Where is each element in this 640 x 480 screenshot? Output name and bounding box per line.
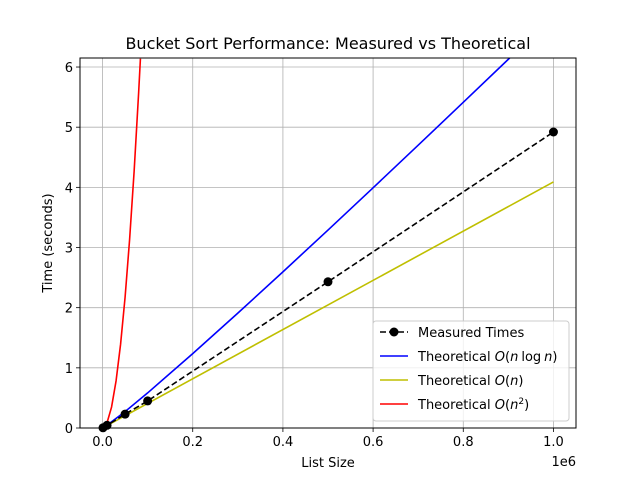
legend-text-part: Theoretical: [417, 350, 495, 365]
legend-text-part: ): [552, 350, 557, 365]
legend-text-part: n: [510, 398, 518, 413]
legend-text-part: (: [505, 374, 510, 389]
data-point: [323, 277, 333, 287]
chart-title: Bucket Sort Performance: Measured vs The…: [125, 34, 530, 53]
y-tick-label: 3: [65, 242, 73, 257]
legend-label-theoretical-o-n: Theoretical O(n): [417, 374, 523, 389]
legend-label-theoretical-o-n-2: Theoretical O(n2): [417, 397, 529, 413]
series-clip-group: [102, 58, 554, 428]
legend-text-part: O: [495, 374, 505, 389]
legend-text-part: log: [521, 350, 541, 365]
legend-text-part: ): [518, 374, 523, 389]
data-point: [120, 409, 130, 419]
legend-text-part: n: [544, 350, 552, 365]
axes-frame: [79, 57, 577, 429]
legend-text-part: n: [510, 374, 518, 389]
series-line-theoretical-o-n: [102, 181, 554, 428]
legend-text-part: (: [505, 398, 510, 413]
legend-label-measured-times: Measured Times: [418, 326, 524, 341]
legend-text-part: n: [510, 350, 518, 365]
x-tick-label: 0.4: [273, 435, 294, 450]
legend-text-part: Theoretical: [417, 398, 495, 413]
ticks: 0.0 0.2 0.4 0.6 0.8 1.0 0 1 2 3 4 5 6: [65, 61, 564, 450]
legend-text-part: O: [495, 398, 505, 413]
data-point: [143, 396, 153, 406]
x-tick-label: 0.6: [363, 435, 384, 450]
y-tick-label: 4: [65, 181, 73, 196]
y-tick-label: 0: [65, 422, 73, 437]
y-axis-label: Time (seconds): [41, 193, 56, 293]
y-tick-label: 2: [65, 302, 73, 317]
x-tick-label: 0.8: [453, 435, 474, 450]
x-axis-label: List Size: [301, 456, 355, 471]
x-tick-label: 1.0: [543, 435, 564, 450]
legend-text-part: O: [495, 350, 505, 365]
data-point: [548, 127, 558, 137]
y-tick-label: 6: [65, 61, 73, 76]
series-line-theoretical-o-n-2: [102, 58, 142, 428]
x-tick-label: 0.0: [92, 435, 113, 450]
x-offset-label: 1e6: [551, 455, 576, 470]
legend-text-part: Theoretical: [417, 374, 495, 389]
legend-label-theoretical-o-n-log-n: Theoretical O(n log n): [417, 350, 557, 365]
y-tick-label: 1: [65, 362, 73, 377]
legend-marker: [389, 327, 399, 337]
legend-text-part: 2: [518, 397, 524, 407]
legend-text-part: ): [524, 398, 529, 413]
y-tick-label: 5: [65, 121, 73, 136]
legend-box: [372, 320, 570, 422]
x-tick-label: 0.2: [182, 435, 203, 450]
legend-text-part: (: [505, 350, 510, 365]
